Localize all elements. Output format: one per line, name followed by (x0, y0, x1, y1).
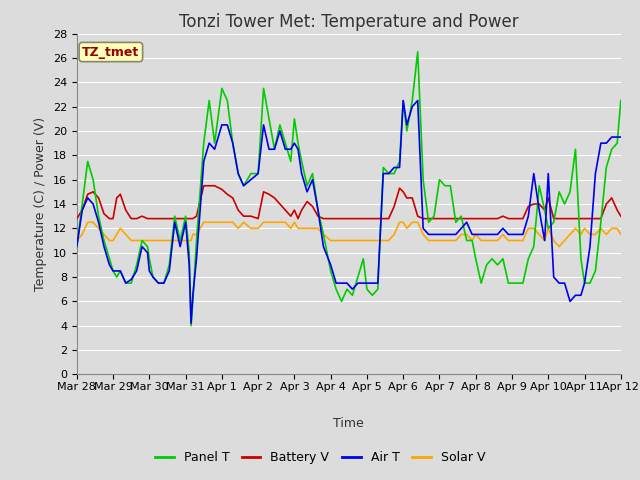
Solar V (84, 219, 92, 225)
Panel T (591, 268, 599, 274)
Solar V (73, 238, 81, 243)
Panel T (414, 49, 422, 55)
Solar V (488, 238, 496, 243)
Air T (493, 231, 501, 237)
Y-axis label: Temperature (C) / Power (V): Temperature (C) / Power (V) (35, 117, 47, 291)
Panel T (519, 280, 527, 286)
Line: Air T: Air T (77, 100, 621, 324)
Solar V (556, 244, 563, 250)
Solar V (617, 231, 625, 237)
Panel T (187, 323, 195, 329)
X-axis label: Time: Time (333, 417, 364, 430)
Battery V (488, 216, 496, 221)
Air T (187, 321, 195, 326)
Line: Solar V: Solar V (77, 222, 621, 247)
Air T (617, 134, 625, 140)
Solar V (591, 231, 599, 237)
Solar V (463, 231, 470, 237)
Battery V (513, 216, 521, 221)
Line: Battery V: Battery V (77, 186, 621, 218)
Panel T (468, 238, 476, 243)
Panel T (617, 97, 625, 103)
Battery V (586, 216, 594, 221)
Battery V (73, 216, 81, 221)
Battery V (200, 183, 207, 189)
Air T (519, 231, 527, 237)
Title: Tonzi Tower Met: Temperature and Power: Tonzi Tower Met: Temperature and Power (179, 12, 518, 31)
Panel T (73, 244, 81, 250)
Panel T (234, 171, 242, 177)
Solar V (234, 226, 242, 231)
Air T (234, 171, 242, 177)
Line: Panel T: Panel T (77, 52, 621, 326)
Battery V (463, 216, 470, 221)
Battery V (234, 207, 242, 213)
Solar V (566, 231, 574, 237)
Air T (399, 97, 407, 103)
Legend: Panel T, Battery V, Air T, Solar V: Panel T, Battery V, Air T, Solar V (150, 446, 490, 469)
Battery V (561, 216, 568, 221)
Panel T (566, 189, 574, 195)
Air T (73, 244, 81, 250)
Panel T (493, 262, 501, 268)
Solar V (513, 238, 521, 243)
Air T (591, 171, 599, 177)
Air T (468, 231, 476, 237)
Air T (566, 299, 574, 304)
Text: TZ_tmet: TZ_tmet (82, 46, 140, 59)
Battery V (617, 213, 625, 219)
